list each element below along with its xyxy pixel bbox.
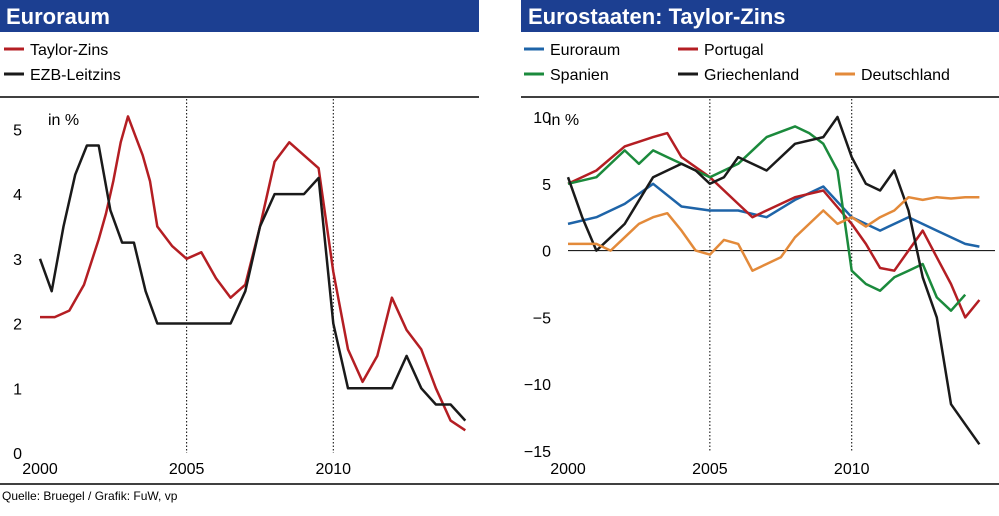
vertical-gridlines-euroraum [186,99,334,453]
y-tick-labels-eurostaaten: −15 −10 −5 0 5 10 [524,110,551,461]
series-line-euroraum [567,182,980,248]
y-tick-label: −10 [524,377,551,394]
y-tick-label: 10 [533,110,551,127]
y-tick-label: 3 [13,252,22,269]
y-tick-label: 0 [542,244,551,261]
unit-label-eurostaaten: in % [548,112,579,129]
y-tick-labels-euroraum: 0 1 2 3 4 5 [13,122,22,463]
x-tick-label: 2000 [22,461,58,478]
series-group-eurostaaten [566,115,981,446]
y-tick-label: −5 [533,310,551,327]
y-tick-label: 5 [13,122,22,139]
x-tick-labels-euroraum: 2000 2005 2010 [22,461,351,478]
source-note: Quelle: Bruegel / Grafik: FuW, vp [2,489,178,503]
y-tick-label: 1 [13,381,22,398]
legend-label-deutschland: Deutschland [861,67,950,84]
y-tick-label: −15 [524,444,551,461]
series-line-griechenland [566,115,981,446]
x-tick-labels-eurostaaten: 2000 2005 2010 [550,461,869,478]
y-tick-label: 5 [542,177,551,194]
x-tick-label: 2005 [169,461,205,478]
legend-label-spanien: Spanien [550,67,609,84]
x-tick-label: 2010 [315,461,351,478]
unit-label-euroraum: in % [48,112,79,129]
legend-label-taylor-zins: Taylor-Zins [30,42,108,59]
panel-title-eurostaaten: Eurostaaten: Taylor-Zins [528,4,786,29]
vertical-gridlines-eurostaaten [709,99,853,451]
title-bar-euroraum [0,0,479,32]
series-line-ezb-leitzins [38,144,467,422]
title-bar-eurostaaten [521,0,999,32]
series-line-deutschland [568,195,980,272]
series-line-taylor-zins [40,115,466,432]
legend-label-portugal: Portugal [704,42,764,59]
series-line-portugal [567,131,981,319]
x-tick-label: 2005 [692,461,728,478]
x-tick-label: 2000 [550,461,586,478]
series-line-spanien [567,125,967,312]
legend-label-euroraum: Euroraum [550,42,620,59]
x-tick-label: 2010 [834,461,870,478]
panel-euroraum: Euroraum Taylor-Zins EZB-Leitzins in % 0… [0,0,479,478]
legend-label-ezb-leitzins: EZB-Leitzins [30,67,121,84]
y-tick-label: 2 [13,317,22,334]
legend-label-griechenland: Griechenland [704,67,799,84]
panel-title-euroraum: Euroraum [6,4,110,29]
y-tick-label: 0 [13,446,22,463]
panel-eurostaaten: Eurostaaten: Taylor-Zins Euroraum Portug… [521,0,999,478]
y-tick-label: 4 [13,187,22,204]
series-group-euroraum [38,115,467,432]
